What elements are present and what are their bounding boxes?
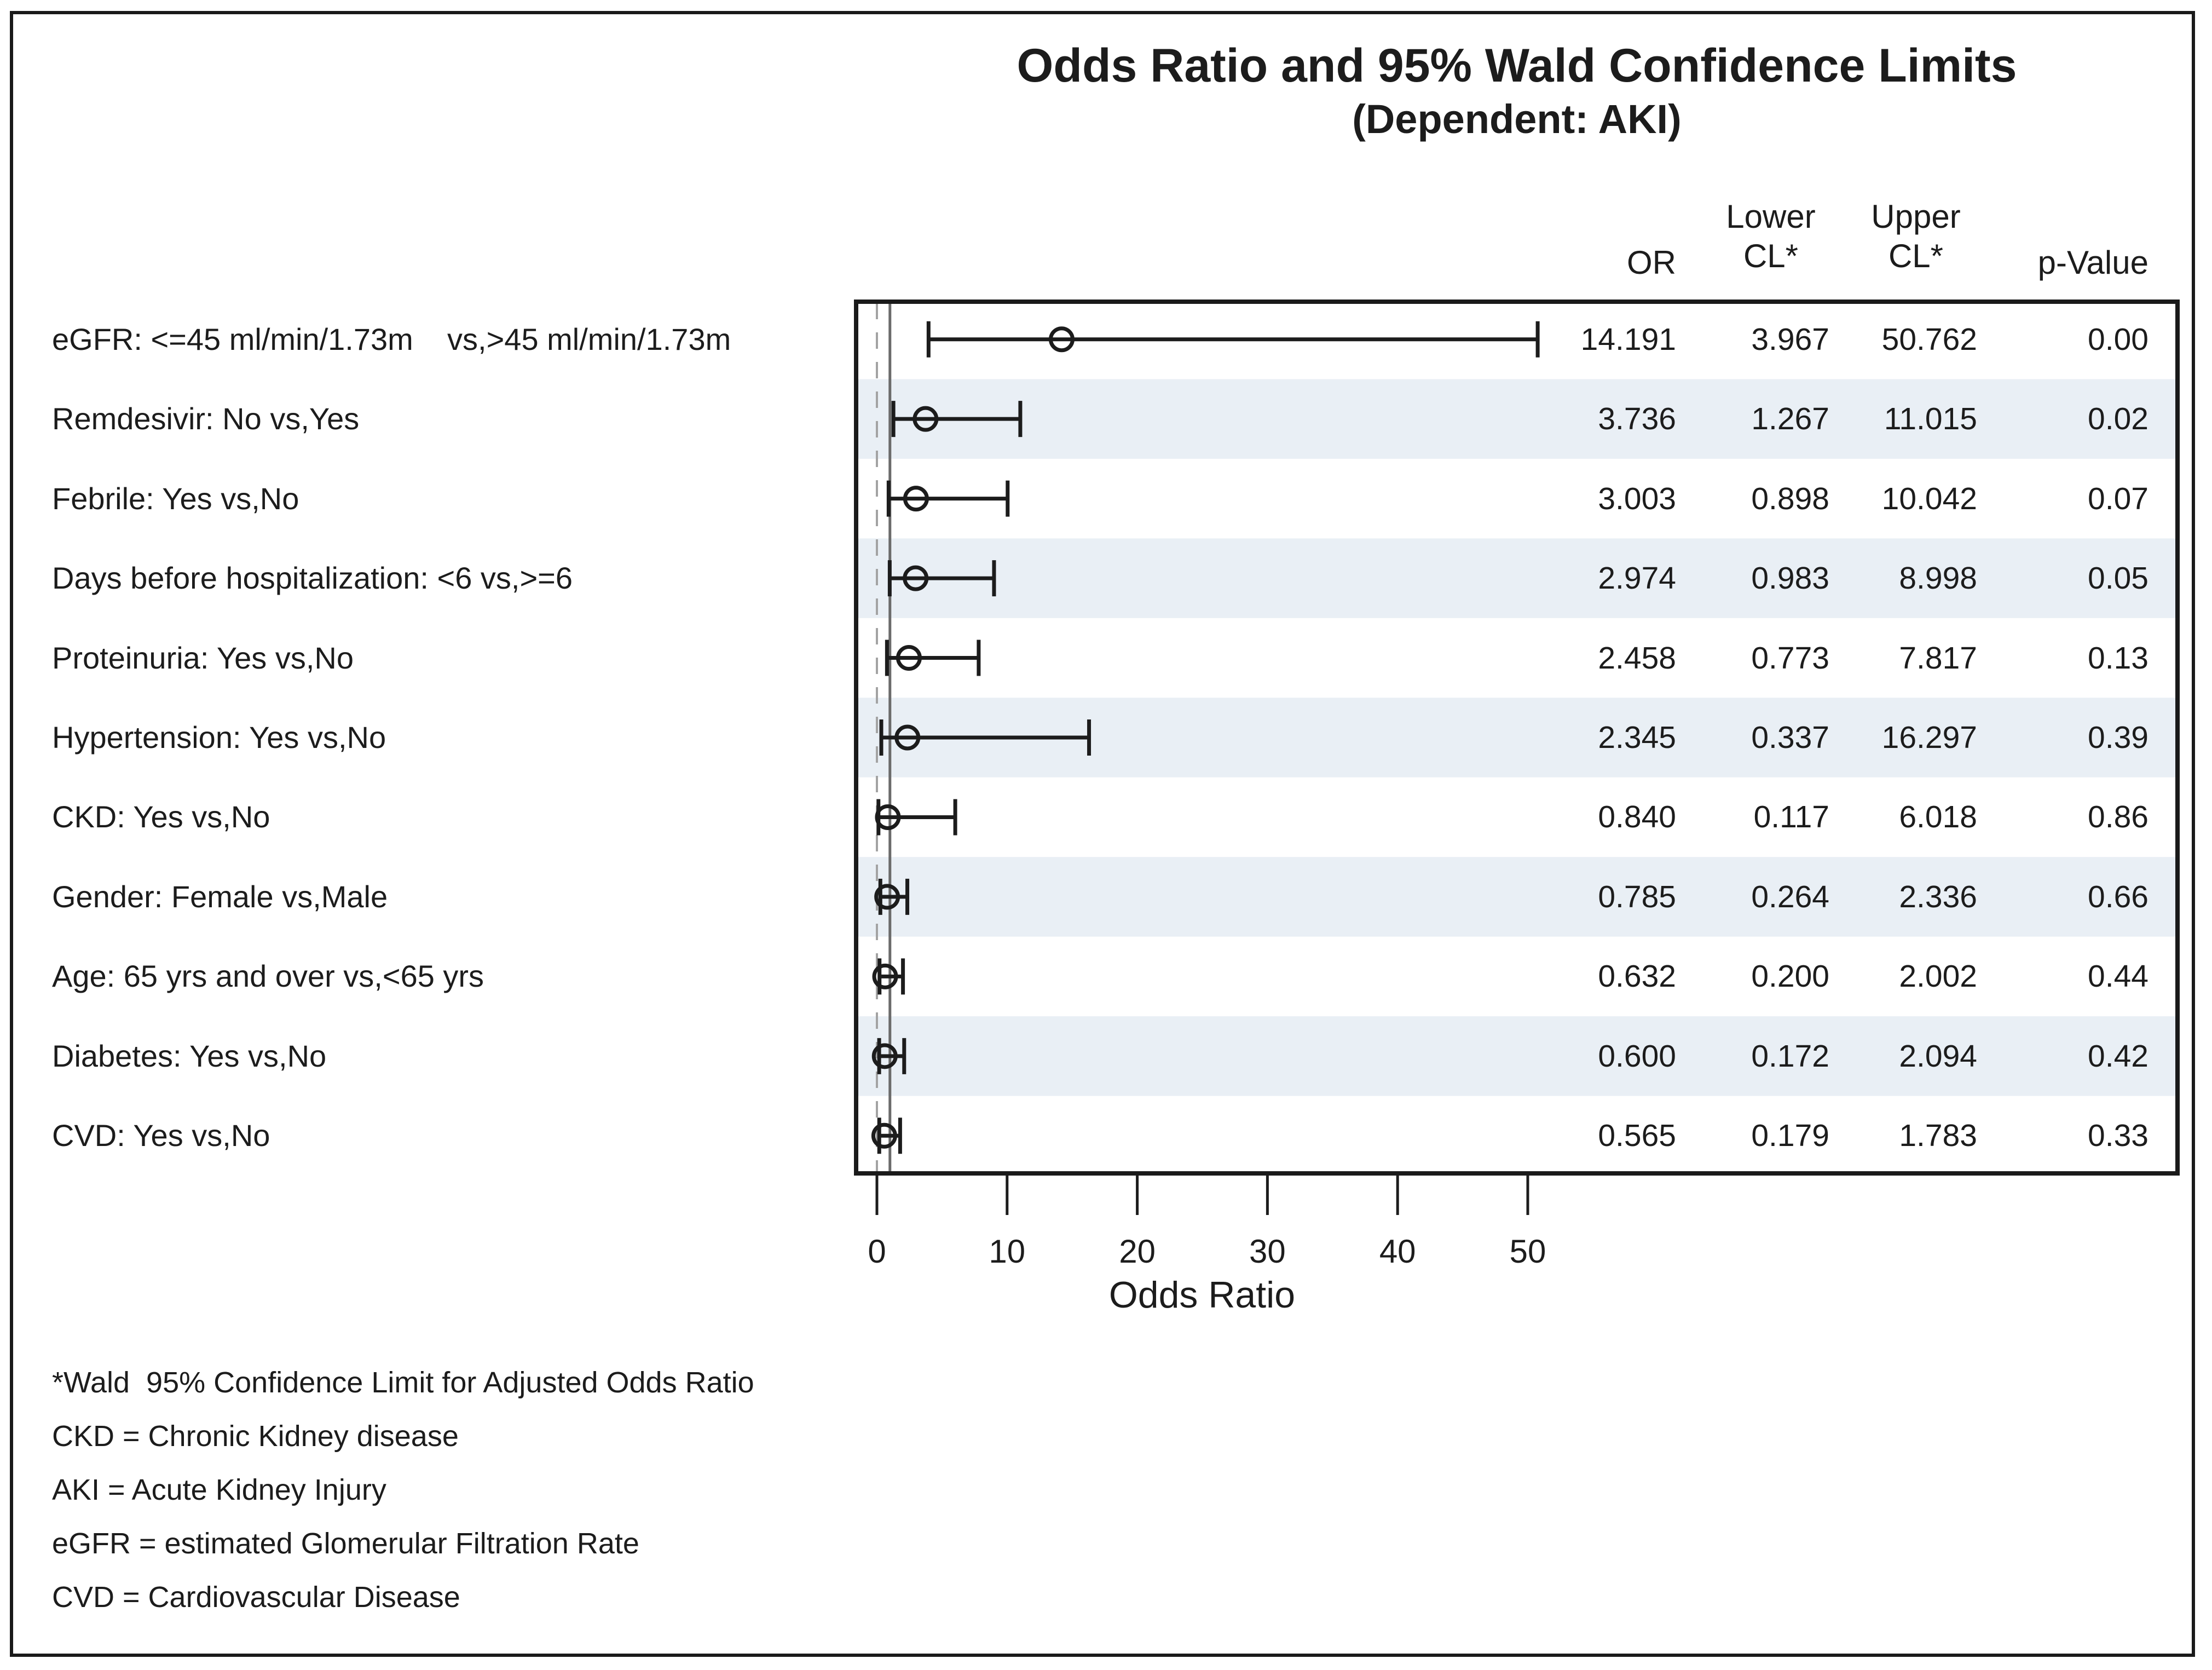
lower-cl-value: 1.267 bbox=[1751, 401, 1829, 437]
p-value: 0.42 bbox=[2088, 1038, 2149, 1074]
or-value: 14.191 bbox=[1580, 321, 1676, 357]
plot-frame bbox=[854, 300, 2180, 1176]
p-value: 0.00 bbox=[2088, 321, 2149, 357]
x-tick-label: 50 bbox=[1509, 1233, 1546, 1270]
row-label: Diabetes: Yes vs,No bbox=[52, 1038, 327, 1073]
upper-cl-value: 2.336 bbox=[1899, 879, 1977, 914]
row-label: eGFR: <=45 ml/min/1.73m vs,>45 ml/min/1.… bbox=[52, 321, 731, 356]
p-value: 0.66 bbox=[2088, 879, 2149, 914]
upper-cl-value: 8.998 bbox=[1899, 561, 1977, 596]
or-marker bbox=[875, 804, 901, 830]
p-value: 0.05 bbox=[2088, 561, 2149, 596]
column-header-upper-cl: Upper CL* bbox=[1828, 197, 2003, 276]
x-tick-label: 0 bbox=[868, 1233, 886, 1270]
or-marker bbox=[894, 724, 921, 751]
p-value: 0.44 bbox=[2088, 959, 2149, 994]
or-value: 0.840 bbox=[1598, 799, 1676, 835]
upper-cl-value: 2.094 bbox=[1899, 1038, 1977, 1074]
row-label: Proteinuria: Yes vs,No bbox=[52, 640, 354, 675]
row-label: Remdesivir: No vs,Yes bbox=[52, 401, 360, 436]
lower-cl-value: 0.264 bbox=[1751, 879, 1829, 914]
figure-outer-border bbox=[10, 11, 2195, 1657]
footnote-line: CVD = Cardiovascular Disease bbox=[52, 1581, 460, 1614]
upper-cl-value: 16.297 bbox=[1881, 720, 1977, 755]
lower-cl-value: 0.172 bbox=[1751, 1038, 1829, 1074]
or-marker bbox=[1048, 326, 1075, 353]
chart-title: Odds Ratio and 95% Wald Confidence Limit… bbox=[1017, 39, 2017, 92]
row-label: CKD: Yes vs,No bbox=[52, 799, 270, 834]
row-band bbox=[856, 1016, 2178, 1096]
p-value: 0.07 bbox=[2088, 481, 2149, 516]
x-tick-label: 10 bbox=[989, 1233, 1026, 1270]
upper-cl-value: 11.015 bbox=[1884, 401, 1977, 437]
or-value: 0.632 bbox=[1598, 959, 1676, 994]
upper-cl-value: 7.817 bbox=[1899, 640, 1977, 676]
or-value: 2.458 bbox=[1598, 640, 1676, 676]
p-value: 0.86 bbox=[2088, 799, 2149, 835]
or-value: 0.565 bbox=[1598, 1118, 1676, 1154]
lower-cl-value: 0.773 bbox=[1751, 640, 1829, 676]
p-value: 0.33 bbox=[2088, 1118, 2149, 1154]
upper-cl-value: 50.762 bbox=[1881, 321, 1977, 357]
upper-cl-value: 10.042 bbox=[1881, 481, 1977, 516]
column-header-lower-cl: Lower CL* bbox=[1683, 197, 1858, 276]
x-tick-label: 20 bbox=[1119, 1233, 1156, 1270]
p-value: 0.39 bbox=[2088, 720, 2149, 755]
p-value: 0.13 bbox=[2088, 640, 2149, 676]
x-tick-label: 40 bbox=[1379, 1233, 1416, 1270]
row-label: CVD: Yes vs,No bbox=[52, 1118, 270, 1153]
row-label: Gender: Female vs,Male bbox=[52, 879, 388, 914]
row-band bbox=[856, 379, 2178, 459]
or-marker bbox=[871, 1122, 897, 1149]
upper-cl-value: 1.783 bbox=[1899, 1118, 1977, 1154]
lower-cl-value: 0.200 bbox=[1751, 959, 1829, 994]
or-marker bbox=[874, 884, 900, 910]
row-label: Days before hospitalization: <6 vs,>=6 bbox=[52, 561, 573, 596]
footnote-line: CKD = Chronic Kidney disease bbox=[52, 1420, 459, 1453]
column-header-lower-line1: Lower bbox=[1726, 198, 1816, 235]
upper-cl-value: 6.018 bbox=[1899, 799, 1977, 835]
row-label: Hypertension: Yes vs,No bbox=[52, 720, 386, 755]
lower-cl-value: 0.983 bbox=[1751, 561, 1829, 596]
or-marker bbox=[896, 645, 922, 671]
chart-subtitle: (Dependent: AKI) bbox=[1352, 96, 1682, 142]
column-header-or: OR bbox=[1627, 244, 1676, 281]
column-header-upper-line1: Upper bbox=[1871, 198, 1961, 235]
or-marker bbox=[912, 406, 939, 432]
or-marker bbox=[871, 1043, 898, 1069]
or-marker bbox=[872, 963, 898, 989]
or-value: 3.736 bbox=[1598, 401, 1676, 437]
or-marker bbox=[903, 565, 929, 591]
or-value: 0.785 bbox=[1598, 879, 1676, 914]
or-value: 2.345 bbox=[1598, 720, 1676, 755]
footnote-line: eGFR = estimated Glomerular Filtration R… bbox=[52, 1527, 639, 1560]
footnote-line: *Wald 95% Confidence Limit for Adjusted … bbox=[52, 1366, 754, 1399]
or-marker bbox=[903, 486, 929, 512]
lower-cl-value: 0.117 bbox=[1753, 799, 1829, 835]
forest-plot-canvas bbox=[854, 300, 2180, 1215]
column-header-lower-line2: CL* bbox=[1743, 238, 1799, 274]
chart-title-block: Odds Ratio and 95% Wald Confidence Limit… bbox=[854, 37, 2180, 145]
column-header-upper-line2: CL* bbox=[1888, 238, 1944, 274]
p-value: 0.02 bbox=[2088, 401, 2149, 437]
row-label: Age: 65 yrs and over vs,<65 yrs bbox=[52, 959, 484, 994]
column-header-pvalue: p-Value bbox=[2037, 244, 2149, 281]
footnote-line: AKI = Acute Kidney Injury bbox=[52, 1473, 386, 1506]
lower-cl-value: 3.967 bbox=[1751, 321, 1829, 357]
lower-cl-value: 0.337 bbox=[1751, 720, 1829, 755]
or-value: 2.974 bbox=[1598, 561, 1676, 596]
or-value: 3.003 bbox=[1598, 481, 1676, 516]
lower-cl-value: 0.179 bbox=[1751, 1118, 1829, 1154]
row-band bbox=[856, 857, 2178, 937]
or-value: 0.600 bbox=[1598, 1038, 1676, 1074]
upper-cl-value: 2.002 bbox=[1899, 959, 1977, 994]
row-band bbox=[856, 538, 2178, 618]
lower-cl-value: 0.898 bbox=[1751, 481, 1829, 516]
x-axis-title: Odds Ratio bbox=[1108, 1274, 1296, 1316]
row-label: Febrile: Yes vs,No bbox=[52, 481, 299, 516]
x-tick-label: 30 bbox=[1249, 1233, 1286, 1270]
